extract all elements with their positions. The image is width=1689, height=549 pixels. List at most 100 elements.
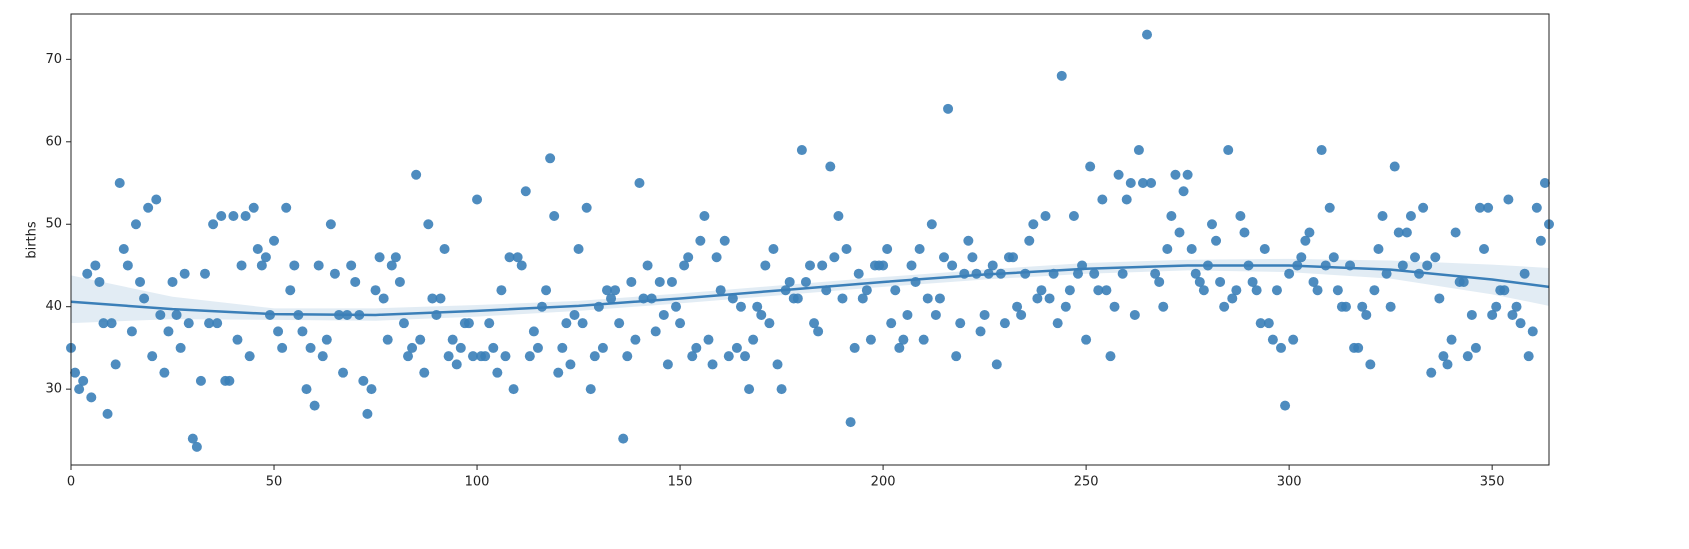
- point: [411, 169, 422, 180]
- point: [1016, 309, 1027, 320]
- point: [390, 252, 401, 263]
- point: [752, 301, 763, 312]
- point: [516, 260, 527, 271]
- point: [975, 326, 986, 337]
- point: [195, 375, 206, 386]
- point: [90, 260, 101, 271]
- point: [1125, 178, 1136, 189]
- point: [792, 293, 803, 304]
- point: [1231, 285, 1242, 296]
- point: [338, 367, 349, 378]
- point: [1422, 260, 1433, 271]
- point: [614, 318, 625, 329]
- point: [1223, 145, 1234, 156]
- point: [135, 276, 146, 287]
- point: [1276, 342, 1287, 353]
- point: [764, 318, 775, 329]
- point: [325, 219, 336, 230]
- point: [1511, 301, 1522, 312]
- point: [370, 285, 381, 296]
- point: [1219, 301, 1230, 312]
- point: [1332, 285, 1343, 296]
- point: [654, 276, 665, 287]
- point: [110, 359, 121, 370]
- point: [1353, 342, 1364, 353]
- point: [699, 211, 710, 222]
- point: [878, 260, 889, 271]
- point: [374, 252, 385, 263]
- point: [362, 408, 373, 419]
- point: [1170, 169, 1181, 180]
- point: [1466, 309, 1477, 320]
- x-tick-label: 0: [67, 475, 75, 490]
- point: [967, 252, 978, 263]
- point: [845, 417, 856, 428]
- point: [1515, 318, 1526, 329]
- point: [853, 268, 864, 279]
- point: [557, 342, 568, 353]
- point: [715, 285, 726, 296]
- point: [1137, 178, 1148, 189]
- point: [731, 342, 742, 353]
- point: [1312, 285, 1323, 296]
- point: [1271, 285, 1282, 296]
- point: [601, 285, 612, 296]
- point: [467, 351, 478, 362]
- point: [500, 351, 511, 362]
- point: [122, 260, 133, 271]
- point: [147, 351, 158, 362]
- point: [1154, 276, 1165, 287]
- point: [403, 351, 414, 362]
- point: [1081, 334, 1092, 345]
- point: [143, 202, 154, 213]
- point: [1097, 194, 1108, 205]
- point: [415, 334, 426, 345]
- point: [841, 243, 852, 254]
- point: [528, 326, 539, 337]
- point: [297, 326, 308, 337]
- x-tick-label: 150: [668, 475, 693, 490]
- point: [236, 260, 247, 271]
- point: [1072, 268, 1083, 279]
- point: [1044, 293, 1055, 304]
- point: [350, 276, 361, 287]
- point: [1239, 227, 1250, 238]
- point: [1182, 169, 1193, 180]
- point: [1085, 161, 1096, 172]
- point: [825, 161, 836, 172]
- point: [321, 334, 332, 345]
- point: [541, 285, 552, 296]
- point: [894, 342, 905, 353]
- point: [805, 260, 815, 271]
- point: [723, 351, 734, 362]
- point: [930, 309, 941, 320]
- point: [1150, 268, 1161, 279]
- point: [947, 260, 958, 271]
- point: [1393, 227, 1404, 238]
- point: [675, 318, 686, 329]
- point: [435, 293, 446, 304]
- point: [1316, 145, 1327, 156]
- point: [683, 252, 694, 263]
- point: [175, 342, 186, 353]
- point: [634, 178, 645, 189]
- point: [204, 318, 215, 329]
- point: [833, 211, 844, 222]
- point: [1284, 268, 1295, 279]
- point: [260, 252, 271, 263]
- point: [224, 375, 235, 386]
- point: [1008, 252, 1019, 263]
- point: [796, 145, 807, 156]
- point: [1109, 301, 1120, 312]
- point: [991, 359, 1002, 370]
- point: [1389, 161, 1400, 172]
- point: [179, 268, 190, 279]
- point: [455, 342, 466, 353]
- point: [1215, 276, 1226, 287]
- point: [78, 375, 89, 386]
- point: [1259, 243, 1270, 254]
- point: [1328, 252, 1339, 263]
- point: [1474, 202, 1485, 213]
- point: [951, 351, 962, 362]
- point: [1093, 285, 1104, 296]
